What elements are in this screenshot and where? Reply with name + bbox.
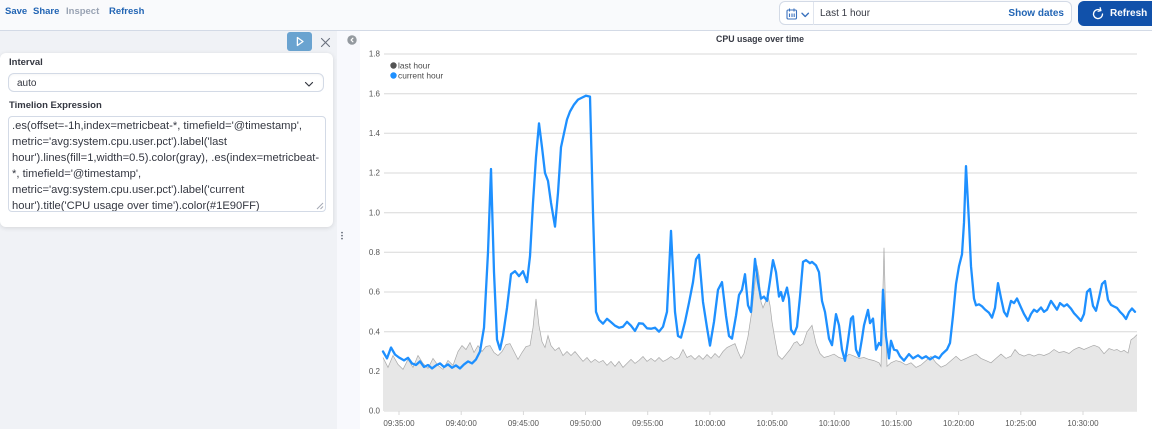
svg-text:1.8: 1.8	[369, 50, 381, 59]
svg-text:10:25:00: 10:25:00	[1005, 419, 1037, 428]
svg-text:1.4: 1.4	[369, 129, 381, 138]
svg-text:09:55:00: 09:55:00	[632, 419, 664, 428]
svg-text:10:30:00: 10:30:00	[1067, 419, 1099, 428]
svg-text:09:35:00: 09:35:00	[383, 419, 415, 428]
svg-text:10:10:00: 10:10:00	[819, 419, 851, 428]
svg-text:current hour: current hour	[398, 71, 443, 81]
svg-text:CPU usage over time: CPU usage over time	[716, 34, 804, 44]
svg-text:0.8: 0.8	[369, 248, 381, 257]
svg-text:09:50:00: 09:50:00	[570, 419, 602, 428]
svg-text:1.6: 1.6	[369, 89, 381, 98]
svg-text:10:20:00: 10:20:00	[943, 419, 975, 428]
svg-text:1.2: 1.2	[369, 169, 381, 178]
svg-text:10:15:00: 10:15:00	[881, 419, 913, 428]
svg-text:0.6: 0.6	[369, 288, 381, 297]
svg-text:0.4: 0.4	[369, 327, 381, 336]
svg-text:0.0: 0.0	[369, 407, 381, 416]
svg-text:10:00:00: 10:00:00	[694, 419, 726, 428]
svg-text:last hour: last hour	[398, 61, 430, 71]
svg-text:09:45:00: 09:45:00	[508, 419, 540, 428]
svg-text:1.0: 1.0	[369, 208, 381, 217]
svg-text:0.2: 0.2	[369, 367, 381, 376]
svg-text:10:05:00: 10:05:00	[757, 419, 789, 428]
svg-text:09:40:00: 09:40:00	[446, 419, 478, 428]
